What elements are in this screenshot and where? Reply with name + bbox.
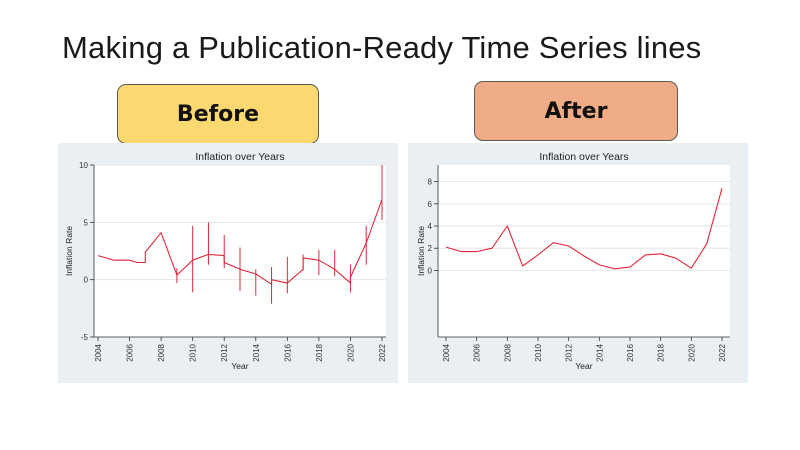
after-label: After <box>474 81 678 141</box>
x-tick-label: 2008 <box>503 343 512 361</box>
x-tick-label: 2020 <box>687 343 696 361</box>
y-tick-label: 5 <box>84 218 89 227</box>
y-axis-label: Inflation Rate <box>64 226 74 276</box>
x-tick-label: 2004 <box>442 343 451 361</box>
slide-title: Making a Publication-Ready Time Series l… <box>62 30 702 65</box>
y-tick-label: 6 <box>428 200 433 209</box>
y-axis-label: Inflation Rate <box>416 226 426 276</box>
x-tick-label: 2016 <box>626 343 635 361</box>
x-tick-label: 2012 <box>220 343 229 361</box>
y-tick-label: 10 <box>79 161 88 170</box>
y-tick-label: 4 <box>428 222 433 231</box>
x-tick-label: 2018 <box>657 343 666 361</box>
x-tick-label: 2006 <box>473 343 482 361</box>
y-tick-label: 0 <box>84 276 89 285</box>
x-tick-label: 2022 <box>378 343 387 361</box>
after-chart: 0 2 4 6 8 2004 2006 2008 2010 2012 2014 2016 2018 202… <box>408 143 748 383</box>
x-axis-label: Year <box>231 361 248 371</box>
before-label: Before <box>117 84 319 144</box>
y-tick-label: 0 <box>428 266 433 275</box>
after-label-text: After <box>544 98 608 124</box>
x-tick-label: 2014 <box>595 343 604 361</box>
x-tick-label: 2012 <box>565 343 574 361</box>
x-tick-label: 2010 <box>534 343 543 361</box>
before-label-text: Before <box>176 101 260 127</box>
x-tick-label: 2006 <box>126 343 135 361</box>
x-tick-label: 2008 <box>157 343 166 361</box>
before-chart-panel: -5 0 5 10 2004 2006 2008 2010 2012 2014 2016 2018 20… <box>58 143 398 383</box>
series-line-0 <box>445 188 723 270</box>
y-tick-label: 8 <box>428 178 433 187</box>
x-tick-label: 2018 <box>315 343 324 361</box>
y-tick-label: 2 <box>428 244 433 253</box>
x-axis-label: Year <box>575 361 592 371</box>
y-tick-label: -5 <box>81 333 89 342</box>
before-chart: -5 0 5 10 2004 2006 2008 2010 2012 2014 2016 2018 20… <box>58 143 398 383</box>
after-chart-panel: 0 2 4 6 8 2004 2006 2008 2010 2012 2014 2016 2018 202… <box>408 143 748 383</box>
x-tick-label: 2016 <box>283 343 292 361</box>
x-tick-label: 2010 <box>189 343 198 361</box>
chart-title: Inflation over Years <box>539 151 628 163</box>
chart-title: Inflation over Years <box>195 151 284 163</box>
x-tick-label: 2004 <box>94 343 103 361</box>
plot-area <box>438 165 730 337</box>
x-tick-label: 2014 <box>252 343 261 361</box>
x-tick-label: 2022 <box>718 343 727 361</box>
x-tick-label: 2020 <box>346 343 355 361</box>
